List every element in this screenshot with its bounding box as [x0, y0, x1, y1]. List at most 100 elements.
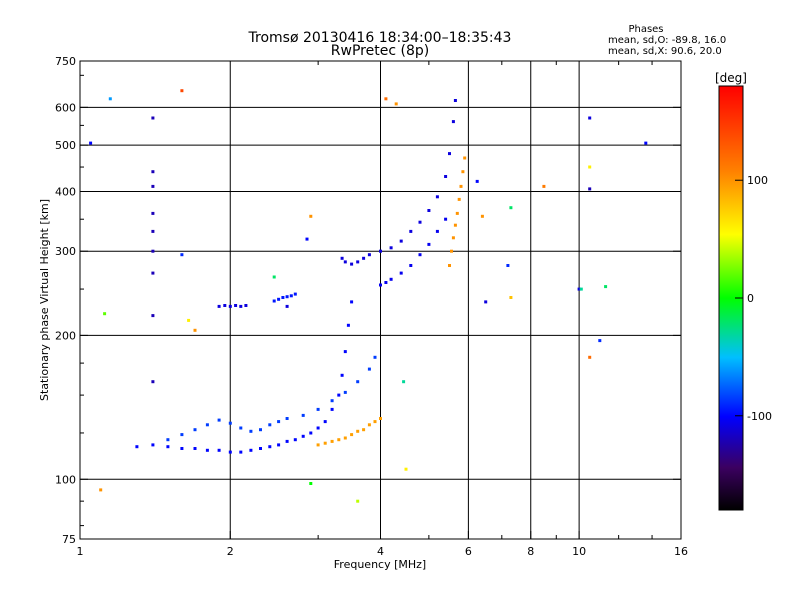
series-group	[316, 417, 382, 447]
chart-title: Tromsø 20130416 18:34:00–18:35:43	[248, 30, 512, 46]
echo-point	[362, 428, 366, 432]
x-tick-label: 8	[527, 545, 534, 558]
echo-point	[301, 434, 305, 438]
echo-point	[135, 445, 139, 449]
echo-point	[379, 417, 382, 420]
series-group	[448, 156, 467, 267]
echo-point	[277, 420, 281, 424]
echo-point	[272, 299, 276, 303]
echo-point	[367, 367, 371, 371]
echo-point	[427, 209, 431, 212]
x-tick-label: 16	[674, 545, 688, 558]
echo-point	[180, 253, 184, 257]
y-tick-label: 100	[55, 473, 76, 486]
stats-x-mode: mean, sd,X: 90.6, 20.0	[608, 46, 722, 57]
echo-point	[350, 262, 354, 266]
echo-point	[343, 436, 347, 440]
echo-point	[418, 220, 422, 224]
echo-point	[228, 304, 232, 308]
colorbar-tick-label: 100	[747, 174, 768, 187]
x-tick-label: 2	[227, 545, 234, 558]
y-tick-label: 200	[55, 329, 76, 342]
echo-point	[384, 97, 388, 101]
echo-point	[459, 184, 463, 188]
echo-point	[293, 438, 297, 442]
echo-point	[277, 443, 281, 447]
echo-point	[588, 165, 592, 169]
echo-point	[309, 431, 313, 435]
echo-point	[448, 152, 451, 156]
echo-point	[384, 281, 388, 284]
echo-point	[151, 184, 155, 188]
echo-point	[166, 445, 170, 449]
echo-point	[330, 439, 334, 443]
echo-point	[399, 271, 403, 275]
echo-point	[305, 237, 309, 241]
echo-point	[588, 355, 592, 359]
echo-point	[151, 229, 155, 233]
echo-point	[448, 264, 451, 267]
echo-point	[509, 296, 513, 299]
echo-point	[373, 355, 377, 359]
echo-point	[450, 249, 453, 253]
x-tick-label: 10	[572, 545, 586, 558]
series-group	[272, 292, 297, 303]
echo-point	[272, 275, 276, 279]
echo-point	[281, 296, 285, 299]
echo-point	[151, 249, 155, 253]
echo-point	[451, 236, 455, 240]
echo-point	[193, 328, 197, 332]
echo-point	[285, 295, 289, 299]
echo-point	[239, 426, 243, 430]
series-group	[217, 304, 248, 308]
colorbar-label: [deg]	[715, 71, 747, 85]
y-tick-label: 500	[55, 139, 76, 152]
echo-point	[367, 423, 371, 427]
echo-point	[244, 304, 248, 307]
echo-point	[579, 287, 583, 291]
echo-point	[301, 413, 305, 417]
echo-point	[598, 339, 602, 343]
echo-point	[259, 447, 262, 450]
series-group	[379, 217, 448, 287]
echo-point	[187, 318, 191, 322]
echo-point	[249, 448, 253, 452]
echo-point	[228, 421, 232, 425]
echo-point	[151, 116, 155, 120]
echo-point	[409, 264, 413, 267]
echo-point	[180, 433, 184, 437]
echo-point	[108, 97, 112, 101]
y-tick-label: 300	[55, 245, 76, 258]
echo-point	[180, 89, 184, 93]
echo-point	[228, 450, 232, 454]
echo-points	[89, 89, 648, 503]
echo-point	[409, 229, 413, 233]
y-tick-label: 750	[55, 55, 76, 68]
echo-point	[457, 197, 461, 201]
y-tick-label: 75	[62, 533, 76, 546]
colorbar	[718, 85, 744, 511]
echo-point	[151, 443, 155, 447]
echo-point	[373, 420, 377, 424]
x-tick-label: 4	[377, 545, 384, 558]
echo-point	[217, 418, 221, 422]
echo-point	[379, 249, 382, 253]
echo-point	[223, 304, 227, 307]
echo-point	[323, 420, 327, 424]
echo-point	[340, 256, 344, 260]
echo-point	[205, 448, 209, 452]
series-group	[340, 99, 457, 266]
y-tick-label: 400	[55, 185, 76, 198]
echo-point	[268, 423, 272, 427]
echo-point	[367, 253, 371, 257]
echo-point	[316, 407, 320, 411]
echo-point	[330, 399, 334, 403]
echo-point	[285, 417, 289, 420]
echo-point	[166, 438, 170, 442]
echo-point	[239, 304, 243, 308]
echo-point	[394, 102, 398, 106]
x-axis-label: Frequency [MHz]	[334, 558, 426, 571]
echo-point	[343, 350, 347, 354]
echo-point	[217, 304, 221, 308]
